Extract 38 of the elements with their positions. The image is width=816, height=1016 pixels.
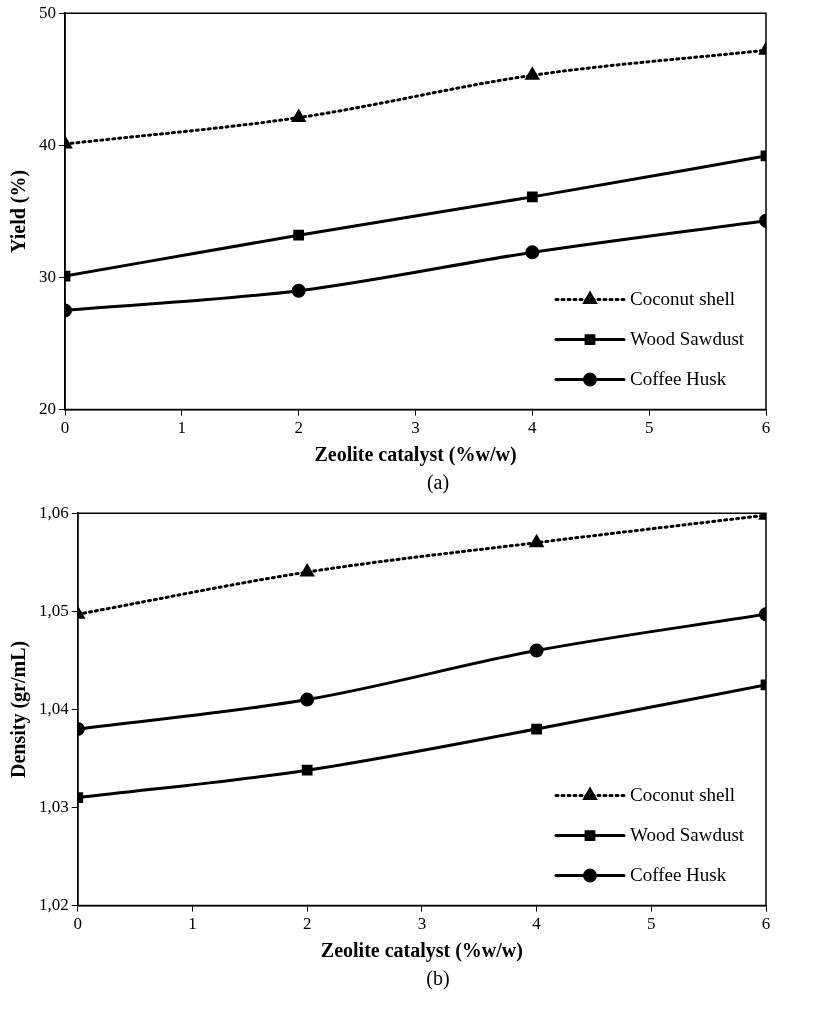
point bbox=[529, 535, 544, 548]
y-axis-title: Density (gr/mL) bbox=[7, 640, 31, 778]
y-tick-label: 50 bbox=[39, 2, 56, 22]
legend-label: Coconut shell bbox=[630, 287, 736, 309]
x-tick-label: 3 bbox=[411, 418, 420, 438]
text: (b) bbox=[425, 966, 451, 991]
x-tick-label: 2 bbox=[294, 418, 303, 438]
y-tick-label: 40 bbox=[39, 134, 56, 154]
y-tick-label: 1,04 bbox=[39, 698, 70, 718]
y-tick-label: 1,06 bbox=[39, 502, 69, 522]
x-tick-label: 2 bbox=[302, 914, 312, 934]
y-tick-label: 20 bbox=[39, 399, 56, 419]
point bbox=[531, 723, 542, 735]
y-axis-title: Yield (%) bbox=[7, 169, 31, 253]
y-tick-label: 1,03 bbox=[39, 796, 69, 816]
legend-label: Wood Sawdust bbox=[630, 327, 745, 349]
y-tick-label: 30 bbox=[39, 266, 56, 286]
point bbox=[300, 564, 314, 577]
y-tick-label: 1,05 bbox=[39, 600, 69, 620]
x-axis-title: Zeolite catalyst (%w/w) bbox=[314, 443, 517, 467]
x-tick-label: 6 bbox=[761, 418, 771, 438]
x-tick-label: 0 bbox=[73, 914, 82, 934]
x-tick-label: 1 bbox=[188, 914, 197, 934]
x-tick-label: 4 bbox=[528, 418, 538, 438]
y-tick-label: 1,02 bbox=[39, 895, 69, 915]
x-tick-label: 5 bbox=[644, 418, 654, 438]
legend-label: Coconut shell bbox=[630, 783, 736, 805]
legend-label: Coffee Husk bbox=[630, 863, 727, 885]
text: (a) bbox=[425, 470, 451, 496]
x-tick-label: 3 bbox=[417, 914, 427, 934]
x-tick-label: 0 bbox=[60, 418, 70, 438]
x-tick-label: 4 bbox=[532, 914, 542, 934]
legend-label: Coffee Husk bbox=[630, 367, 727, 389]
x-axis-title: Zeolite catalyst (%w/w) bbox=[320, 939, 523, 963]
x-tick-label: 6 bbox=[761, 914, 771, 934]
legend-label: Wood Sawdust bbox=[630, 823, 745, 845]
x-tick-label: 1 bbox=[177, 418, 187, 438]
x-tick-label: 5 bbox=[647, 914, 656, 934]
